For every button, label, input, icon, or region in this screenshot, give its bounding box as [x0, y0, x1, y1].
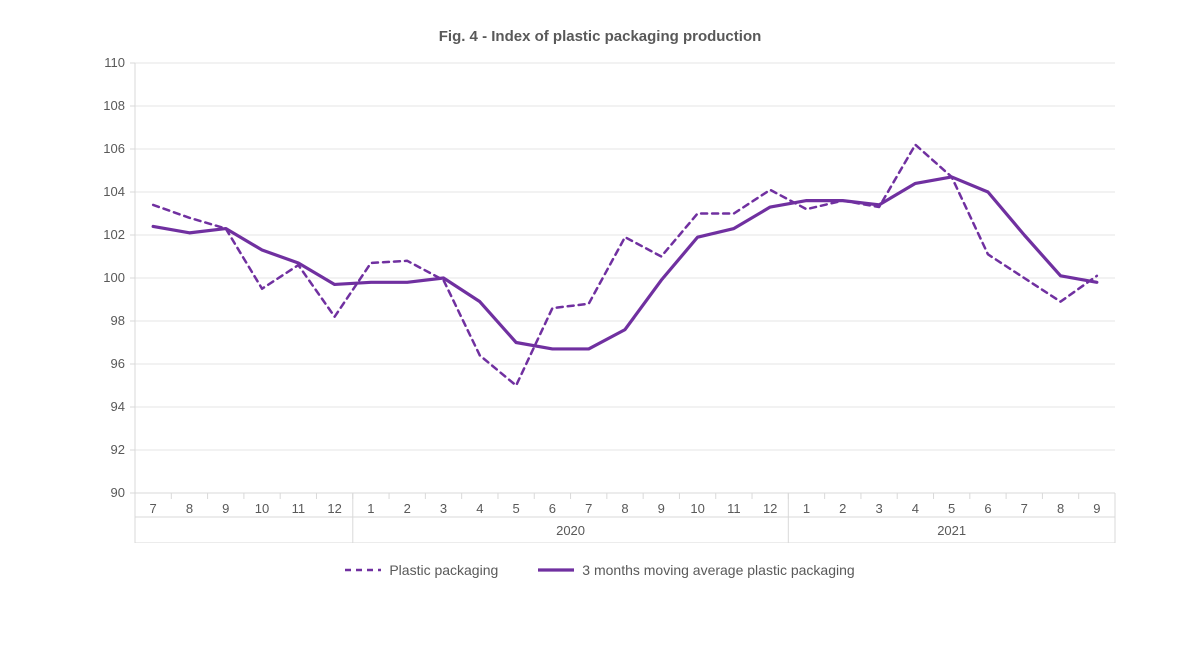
svg-text:8: 8 [186, 501, 193, 516]
legend-label: 3 months moving average plastic packagin… [582, 562, 854, 578]
svg-text:104: 104 [103, 184, 125, 199]
svg-text:8: 8 [621, 501, 628, 516]
svg-text:96: 96 [111, 356, 125, 371]
svg-text:10: 10 [690, 501, 704, 516]
svg-text:1: 1 [803, 501, 810, 516]
svg-text:6: 6 [984, 501, 991, 516]
svg-text:8: 8 [1057, 501, 1064, 516]
legend-item: 3 months moving average plastic packagin… [538, 561, 854, 578]
svg-text:12: 12 [763, 501, 777, 516]
svg-text:98: 98 [111, 313, 125, 328]
svg-text:9: 9 [222, 501, 229, 516]
series-line [153, 177, 1097, 349]
svg-text:106: 106 [103, 141, 125, 156]
chart-title: Fig. 4 - Index of plastic packaging prod… [0, 0, 1200, 53]
svg-text:108: 108 [103, 98, 125, 113]
svg-text:10: 10 [255, 501, 269, 516]
svg-text:100: 100 [103, 270, 125, 285]
svg-text:7: 7 [1021, 501, 1028, 516]
svg-text:2: 2 [404, 501, 411, 516]
legend-item: Plastic packaging [345, 561, 498, 578]
svg-text:92: 92 [111, 442, 125, 457]
svg-text:11: 11 [292, 501, 306, 516]
svg-text:1: 1 [367, 501, 374, 516]
svg-text:7: 7 [585, 501, 592, 516]
svg-text:3: 3 [440, 501, 447, 516]
legend-swatch [538, 563, 574, 577]
svg-text:12: 12 [327, 501, 341, 516]
svg-text:90: 90 [111, 485, 125, 500]
legend-label: Plastic packaging [389, 562, 498, 578]
svg-text:5: 5 [512, 501, 519, 516]
svg-text:110: 110 [104, 55, 125, 70]
line-chart: 9092949698100102104106108110789101112123… [65, 53, 1135, 543]
svg-text:5: 5 [948, 501, 955, 516]
svg-text:3: 3 [875, 501, 882, 516]
svg-text:9: 9 [1093, 501, 1100, 516]
legend: Plastic packaging 3 months moving average… [0, 561, 1200, 578]
svg-text:6: 6 [549, 501, 556, 516]
svg-text:102: 102 [103, 227, 125, 242]
svg-text:2: 2 [839, 501, 846, 516]
svg-text:2021: 2021 [937, 523, 966, 538]
series-line [153, 145, 1097, 386]
legend-swatch [345, 563, 381, 577]
svg-text:9: 9 [658, 501, 665, 516]
svg-text:94: 94 [111, 399, 125, 414]
svg-text:7: 7 [150, 501, 157, 516]
svg-text:11: 11 [727, 501, 741, 516]
chart-container: Fig. 4 - Index of plastic packaging prod… [0, 0, 1200, 670]
svg-text:4: 4 [912, 501, 919, 516]
svg-text:4: 4 [476, 501, 483, 516]
svg-text:2020: 2020 [556, 523, 585, 538]
